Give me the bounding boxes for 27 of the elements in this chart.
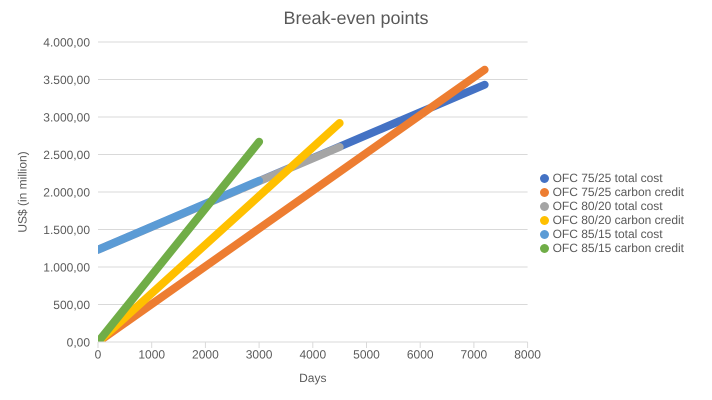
x-tick-label: 5000 [353, 348, 380, 362]
x-tick-label: 1000 [138, 348, 166, 362]
y-tick-label: 3.500,00 [43, 72, 90, 87]
x-tick-label: 8000 [514, 348, 542, 362]
legend-label: OFC 80/20 carbon credit [552, 213, 684, 227]
y-axis-title: US$ (in million) [15, 151, 30, 233]
x-axis-title: Days [299, 371, 326, 385]
legend-label: OFC 80/20 total cost [552, 199, 663, 213]
x-tick-label: 4000 [299, 348, 326, 362]
x-tick-label: 0 [94, 348, 102, 362]
legend-label: OFC 85/15 total cost [552, 227, 663, 241]
chart-title: Break-even points [282, 8, 430, 30]
y-tick-label: 1.000,00 [43, 260, 90, 274]
legend-label: OFC 75/25 total cost [552, 171, 663, 185]
y-tick-label: 4.000,00 [43, 35, 90, 50]
x-tick-label: 7000 [460, 348, 488, 362]
legend-label: OFC 75/25 carbon credit [552, 185, 684, 199]
y-tick-label: 2.500,00 [43, 148, 90, 162]
legend-label: OFC 85/15 carbon credit [552, 241, 684, 255]
y-tick-label: 0,00 [66, 335, 90, 350]
y-tick-label: 1.500,00 [43, 222, 90, 237]
y-tick-label: 3.000,00 [43, 110, 90, 124]
y-tick-label: 500,00 [53, 298, 90, 312]
y-tick-label: 2.000,00 [43, 185, 90, 200]
x-tick-label: 3000 [246, 348, 273, 362]
x-tick-label: 6000 [406, 348, 434, 362]
x-tick-label: 2000 [192, 348, 220, 362]
